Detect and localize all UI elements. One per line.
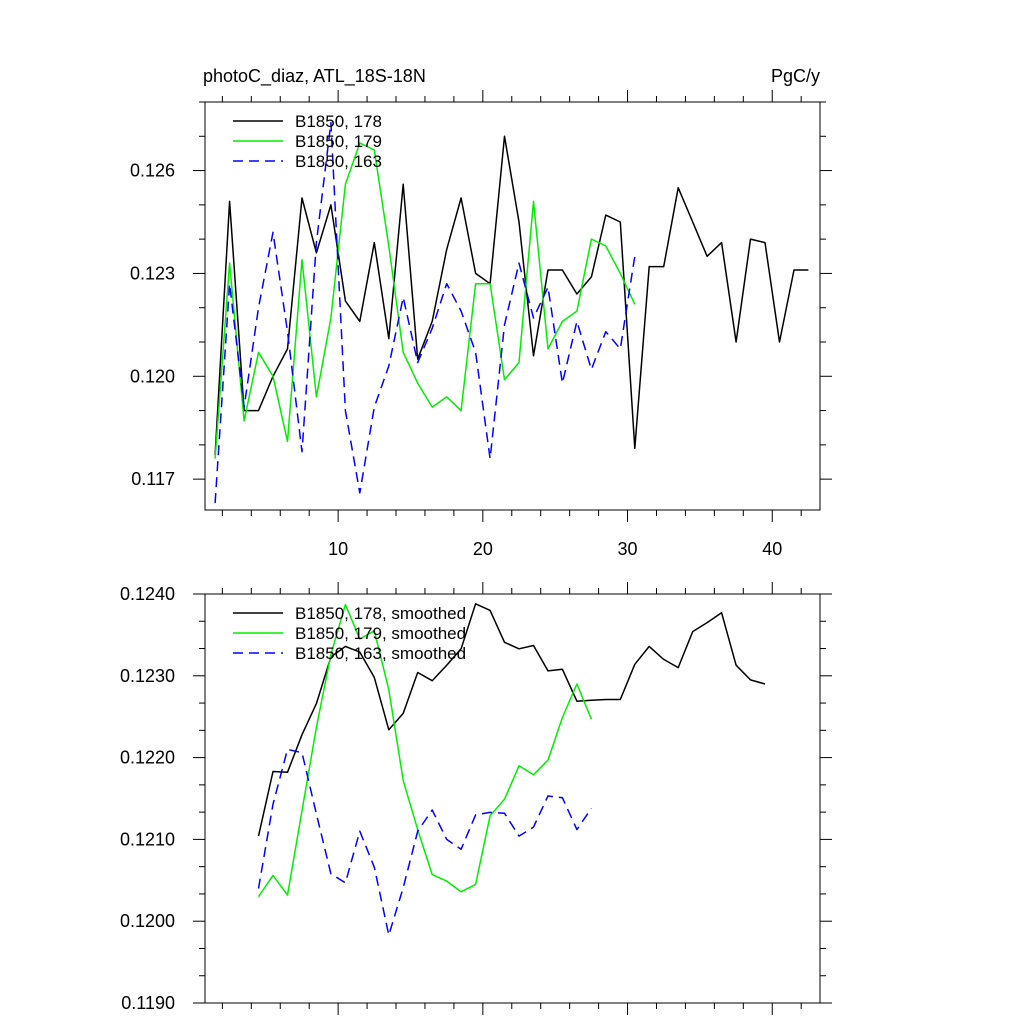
legend-label: B1850, 179 [295,132,382,151]
legend-label: B1850, 163, smoothed [295,644,466,663]
y-tick-label: 0.1190 [121,993,175,1013]
y-tick-label: 0.1220 [120,748,175,768]
units-label: PgC/y [771,66,820,86]
plot-frame [204,593,821,1004]
y-tick-label: 0.1200 [120,911,175,931]
y-tick-label: 0.126 [130,161,175,181]
axis-ticks: 10 20 30 40 0.117 0.120 0.123 0.126 [130,90,832,559]
legend-label: B1850, 178, smoothed [295,604,466,623]
legend-label: B1850, 178 [295,112,382,131]
series-line [214,135,809,456]
series-line [257,603,593,898]
axis-ticks: 0.1190 0.1200 0.1210 0.1220 0.1230 0.1240 [120,582,832,1015]
plot-frame [204,101,821,511]
x-tick-label: 30 [618,539,638,559]
series-line [257,748,593,936]
legend-label: B1850, 163 [295,152,382,171]
series-lines [214,121,809,504]
legend-label: B1850, 179, smoothed [295,624,466,643]
y-tick-label: 0.117 [131,469,175,489]
bottom-panel: 0.1190 0.1200 0.1210 0.1220 0.1230 0.1240 B18… [120,582,832,1015]
series-line [257,603,766,837]
chart-title: photoC_diaz, ATL_18S-18N [203,66,426,87]
y-tick-label: 0.123 [130,263,175,283]
y-tick-label: 0.1230 [120,666,175,686]
x-tick-label: 40 [762,539,782,559]
series-line [214,121,636,504]
x-tick-label: 20 [473,539,493,559]
x-tick-label: 10 [328,539,348,559]
y-tick-label: 0.120 [130,366,175,386]
y-tick-label: 0.1210 [120,829,175,849]
series-line [214,142,636,459]
y-tick-label: 0.1240 [120,584,175,604]
series-lines [257,603,766,936]
top-panel: photoC_diaz, ATL_18S-18N PgC/y 10 20 30 40 0… [130,66,832,559]
